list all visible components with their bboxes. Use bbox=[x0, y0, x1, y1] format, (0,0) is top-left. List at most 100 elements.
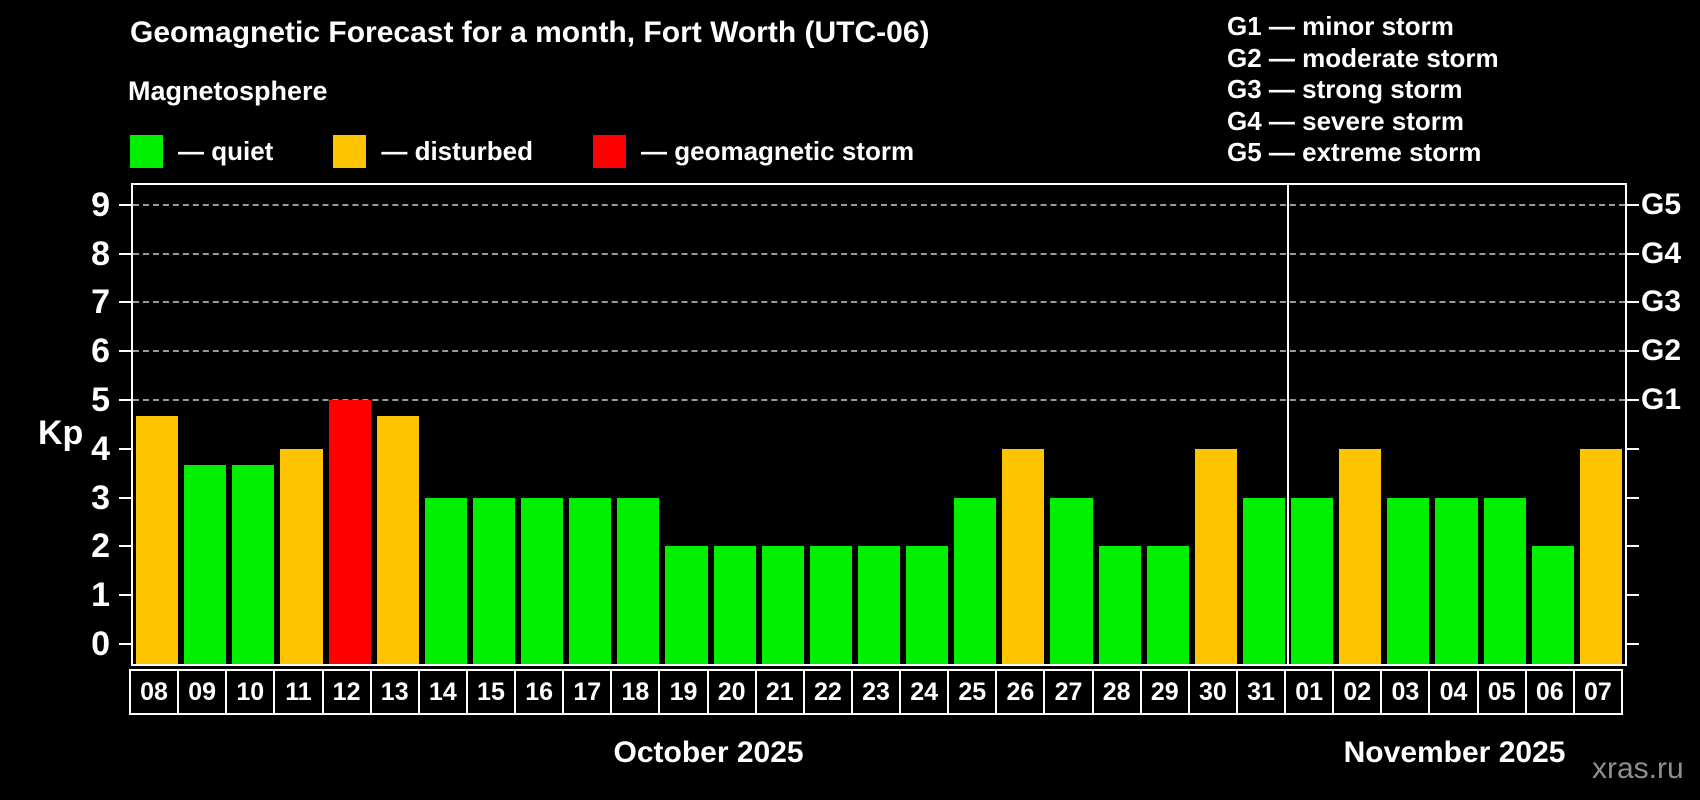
day-label-14: 14 bbox=[417, 669, 468, 715]
day-label-03: 03 bbox=[1380, 669, 1431, 715]
day-label-29: 29 bbox=[1139, 669, 1190, 715]
left-tick-2 bbox=[119, 545, 132, 548]
kp-bar-day-10 bbox=[232, 464, 275, 664]
legend-item-storm: — geomagnetic storm bbox=[593, 134, 915, 168]
kp-bar-day-14 bbox=[424, 497, 467, 664]
y-axis-label-2: 2 bbox=[91, 527, 110, 566]
y-axis-label-7: 7 bbox=[91, 283, 110, 322]
left-tick-0 bbox=[119, 642, 132, 645]
y-axis-label-5: 5 bbox=[91, 380, 110, 419]
left-tick-6 bbox=[119, 350, 132, 353]
g-legend-line-g2: G2 — moderate storm bbox=[1227, 42, 1499, 73]
kp-bar-day-02 bbox=[1339, 448, 1382, 664]
kp-bar-day-20 bbox=[713, 546, 756, 664]
right-tick-2 bbox=[1626, 545, 1639, 548]
day-label-22: 22 bbox=[802, 669, 853, 715]
month-label-october: October 2025 bbox=[613, 736, 804, 769]
right-axis-label-g3: G3 bbox=[1641, 285, 1682, 319]
gridline-kp-7 bbox=[133, 301, 1625, 304]
day-label-20: 20 bbox=[706, 669, 757, 715]
y-axis-label-1: 1 bbox=[91, 576, 110, 615]
kp-bar-day-04 bbox=[1435, 497, 1478, 664]
status-legend: — quiet — disturbed — geomagnetic storm bbox=[130, 134, 974, 168]
right-tick-4 bbox=[1626, 447, 1639, 450]
right-tick-1 bbox=[1626, 594, 1639, 597]
kp-bar-day-19 bbox=[665, 546, 708, 664]
plot-area: Kp 0 1 2 3 4 5 6 7 8 9 G1 G2 G3 G4 G5 bbox=[38, 183, 1681, 666]
right-tick-0 bbox=[1626, 642, 1639, 645]
day-label-28: 28 bbox=[1091, 669, 1142, 715]
day-label-04: 04 bbox=[1428, 669, 1479, 715]
left-tick-4 bbox=[119, 447, 132, 450]
kp-bar-day-29 bbox=[1146, 546, 1189, 664]
day-label-13: 13 bbox=[369, 669, 420, 715]
kp-bar-day-15 bbox=[472, 497, 516, 664]
left-tick-9 bbox=[119, 203, 132, 206]
g-scale-legend: G1 — minor storm G2 — moderate storm G3 — … bbox=[1227, 11, 1499, 169]
right-tick-3 bbox=[1626, 496, 1639, 499]
left-tick-5 bbox=[119, 398, 132, 401]
y-axis-label-3: 3 bbox=[91, 478, 110, 517]
kp-bar-day-21 bbox=[761, 546, 804, 664]
day-label-06: 06 bbox=[1524, 669, 1575, 715]
legend-item-disturbed: — disturbed bbox=[333, 134, 534, 168]
kp-bar-day-07 bbox=[1579, 448, 1622, 664]
legend-swatch-disturbed bbox=[333, 134, 367, 168]
kp-bar-day-06 bbox=[1531, 546, 1574, 664]
legend-label-disturbed: — disturbed bbox=[381, 135, 534, 166]
day-label-21: 21 bbox=[754, 669, 805, 715]
kp-bar-day-03 bbox=[1387, 497, 1430, 664]
kp-bar-day-16 bbox=[521, 497, 564, 664]
y-axis-label-8: 8 bbox=[91, 234, 110, 273]
kp-bar-day-08 bbox=[136, 416, 179, 664]
day-label-08: 08 bbox=[129, 669, 180, 715]
y-axis-label-0: 0 bbox=[91, 624, 110, 663]
kp-bar-day-28 bbox=[1098, 546, 1141, 664]
chart-title: Geomagnetic Forecast for a month, Fort W… bbox=[130, 16, 930, 49]
right-tick-8 bbox=[1626, 252, 1639, 255]
day-label-27: 27 bbox=[1043, 669, 1094, 715]
kp-bar-day-27 bbox=[1050, 497, 1093, 664]
kp-bar-day-24 bbox=[906, 546, 949, 664]
day-label-25: 25 bbox=[947, 669, 998, 715]
kp-bar-day-11 bbox=[280, 448, 323, 664]
legend-item-quiet: — quiet bbox=[130, 134, 274, 168]
day-label-30: 30 bbox=[1187, 669, 1238, 715]
kp-bar-day-26 bbox=[1002, 448, 1045, 664]
day-label-07: 07 bbox=[1572, 669, 1623, 715]
legend-swatch-storm bbox=[593, 134, 627, 168]
day-label-09: 09 bbox=[177, 669, 228, 715]
left-tick-8 bbox=[119, 252, 132, 255]
kp-bar-day-23 bbox=[857, 546, 901, 664]
kp-bar-day-05 bbox=[1483, 497, 1526, 664]
kp-bar-day-30 bbox=[1194, 448, 1237, 664]
day-label-18: 18 bbox=[610, 669, 661, 715]
day-label-23: 23 bbox=[850, 669, 902, 715]
day-label-24: 24 bbox=[899, 669, 950, 715]
day-label-02: 02 bbox=[1332, 669, 1383, 715]
kp-bar-day-12 bbox=[328, 400, 371, 664]
y-axis-label-4: 4 bbox=[91, 429, 110, 468]
right-tick-7 bbox=[1626, 301, 1639, 304]
kp-bar-day-01 bbox=[1291, 497, 1334, 664]
month-label-november: November 2025 bbox=[1343, 736, 1566, 769]
y-axis-label-9: 9 bbox=[91, 185, 110, 224]
day-label-31: 31 bbox=[1235, 669, 1287, 715]
right-tick-9 bbox=[1626, 203, 1639, 206]
g-legend-line-g5: G5 — extreme storm bbox=[1227, 137, 1482, 167]
kp-bar-day-13 bbox=[376, 416, 419, 664]
left-tick-1 bbox=[119, 594, 132, 597]
legend-swatch-quiet bbox=[130, 134, 163, 168]
day-label-05: 05 bbox=[1476, 669, 1527, 715]
gridline-kp-5 bbox=[133, 398, 1625, 401]
right-axis-label-g2: G2 bbox=[1641, 334, 1682, 368]
left-tick-3 bbox=[119, 496, 132, 499]
g-legend-line-g1: G1 — minor storm bbox=[1227, 11, 1454, 41]
watermark: xras.ru bbox=[1592, 752, 1684, 785]
g-legend-line-g3: G3 — strong storm bbox=[1227, 74, 1463, 104]
kp-bar-day-25 bbox=[954, 497, 997, 664]
legend-label-quiet: — quiet bbox=[178, 135, 274, 166]
legend-label-storm: — geomagnetic storm bbox=[641, 135, 915, 166]
day-label-15: 15 bbox=[465, 669, 517, 715]
